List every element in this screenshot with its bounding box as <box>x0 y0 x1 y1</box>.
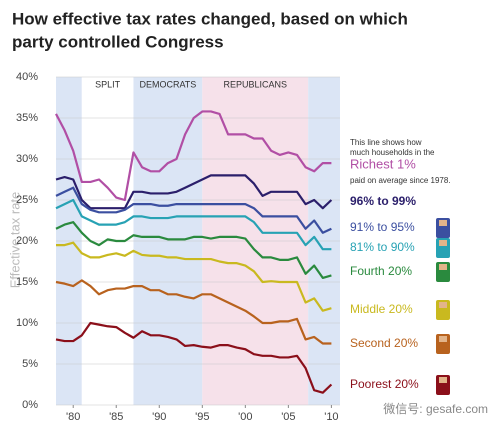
legend-label: 96% to 99% <box>350 194 416 208</box>
y-tick-label: 20% <box>16 235 38 247</box>
x-tick-label: '85 <box>109 411 123 423</box>
series-line <box>55 186 332 234</box>
legend-icon-face <box>439 336 447 342</box>
y-tick-label: 10% <box>16 317 38 329</box>
series-line <box>55 174 333 210</box>
legend-label: Fourth 20% <box>350 264 412 278</box>
annotation: much households in the <box>350 148 435 157</box>
legend-label: Middle 20% <box>350 302 413 316</box>
legend-icon-face <box>439 240 447 246</box>
chart-title: How effective tax rates changed, based o… <box>12 9 408 28</box>
y-tick-label: 5% <box>22 358 38 370</box>
series-line <box>55 279 332 345</box>
y-tick-label: 0% <box>22 399 38 411</box>
series-line <box>56 241 332 312</box>
legend-icon-face <box>439 264 447 270</box>
y-tick-label: 35% <box>16 112 38 124</box>
x-tick-label: '80 <box>66 411 80 423</box>
legend-label: Richest 1% <box>350 156 416 171</box>
chart-title: party controlled Congress <box>12 32 224 51</box>
region-label: SPLIT <box>95 79 121 89</box>
x-tick-label: '95 <box>195 411 209 423</box>
annotation: paid on average since 1978. <box>350 176 451 185</box>
legend-icon-face <box>439 377 447 383</box>
y-tick-label: 30% <box>16 153 38 165</box>
series-line <box>55 221 332 279</box>
x-tick-label: '00 <box>238 411 252 423</box>
y-axis-label: Effective tax rate <box>7 192 22 289</box>
y-tick-label: 40% <box>16 71 38 83</box>
region-label: REPUBLICANS <box>223 79 287 89</box>
watermark: 微信号: gesafe.com <box>383 402 488 416</box>
y-tick-label: 15% <box>16 276 38 288</box>
series-line <box>55 198 332 251</box>
legend-label: 91% to 95% <box>350 220 415 234</box>
legend-icon-face <box>439 220 447 226</box>
annotation: This line shows how <box>350 138 422 147</box>
legend-label: Poorest 20% <box>350 377 419 391</box>
x-tick-label: '05 <box>281 411 295 423</box>
y-tick-label: 25% <box>16 194 38 206</box>
region-label: DEMOCRATS <box>139 79 196 89</box>
legend-label: Second 20% <box>350 336 418 350</box>
x-tick-label: '90 <box>152 411 166 423</box>
legend-icon-face <box>439 302 447 308</box>
series-line <box>55 321 333 394</box>
series-line <box>55 110 332 202</box>
x-tick-label: '10 <box>324 411 338 423</box>
legend-label: 81% to 90% <box>350 240 415 254</box>
